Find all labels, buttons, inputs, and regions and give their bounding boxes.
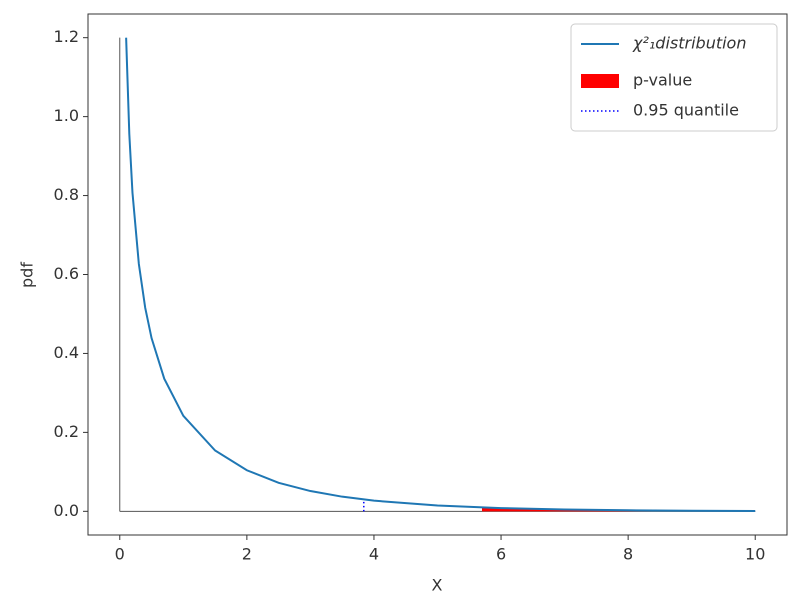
y-tick-label: 0.0 <box>54 501 79 520</box>
y-tick-label: 1.0 <box>54 106 79 125</box>
legend-label: p-value <box>633 71 692 90</box>
x-tick-label: 0 <box>115 545 125 564</box>
legend-box <box>570 23 778 132</box>
y-tick-label: 0.6 <box>54 264 79 283</box>
y-tick-label: 0.2 <box>54 422 79 441</box>
p-value-area <box>481 507 756 512</box>
y-axis-label: pdf <box>18 262 37 288</box>
legend-label: 0.95 quantile <box>633 101 739 120</box>
x-axis-label: X <box>432 576 443 595</box>
legend-swatch <box>581 74 619 88</box>
x-tick-label: 8 <box>623 545 633 564</box>
x-tick-label: 6 <box>496 545 506 564</box>
x-tick-label: 2 <box>242 545 252 564</box>
x-tick-label: 10 <box>745 545 765 564</box>
pdf-line <box>125 37 756 512</box>
y-tick-label: 0.4 <box>54 343 79 362</box>
legend-label: χ²₁distribution <box>632 34 746 53</box>
x-tick-label: 4 <box>369 545 379 564</box>
y-tick-label: 1.2 <box>54 27 79 46</box>
y-tick-label: 0.8 <box>54 185 79 204</box>
